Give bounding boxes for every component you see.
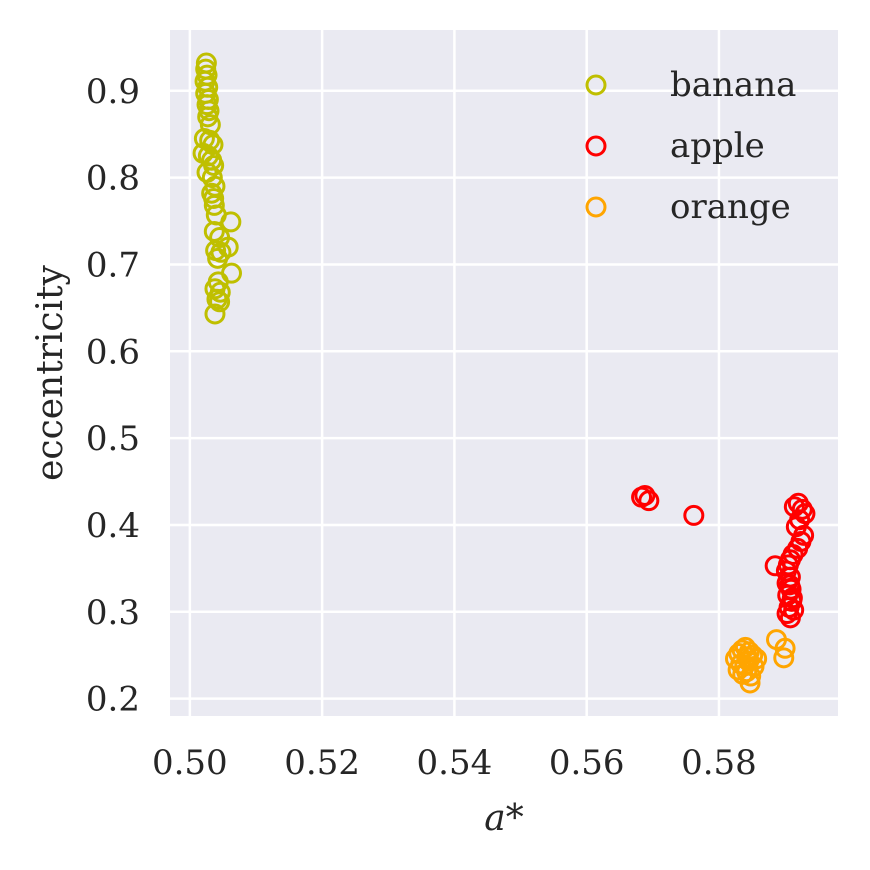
series-apple [631, 484, 816, 629]
data-points [192, 52, 816, 694]
y-tick-label: 0.8 [86, 159, 140, 199]
legend-label-orange: orange [670, 187, 791, 227]
banana-point [203, 194, 225, 216]
banana-point [204, 303, 226, 325]
y-tick-label: 0.6 [86, 332, 140, 372]
y-axis-ticks: 0.2 0.3 0.4 0.5 0.6 0.7 0.8 0.9 [86, 72, 140, 720]
x-tick-label: 0.54 [417, 743, 493, 783]
grid-lines [170, 30, 838, 716]
banana-point [201, 167, 223, 189]
series-banana [192, 52, 243, 325]
y-tick-label: 0.5 [86, 419, 140, 459]
y-tick-label: 0.7 [86, 245, 140, 285]
plot-area [170, 30, 838, 716]
apple-point [783, 599, 805, 621]
orange-point [773, 647, 795, 669]
banana-point [203, 154, 225, 176]
legend-label-banana: banana [670, 65, 796, 105]
y-axis-label: eccentricity [30, 264, 71, 480]
y-tick-label: 0.3 [86, 593, 140, 633]
orange-point [774, 637, 796, 659]
y-tick-label: 0.2 [86, 680, 140, 720]
x-tick-label: 0.52 [284, 743, 360, 783]
apple-point [781, 587, 803, 609]
banana-point [206, 288, 228, 310]
orange-point [736, 646, 758, 668]
x-axis-ticks: 0.50 0.52 0.54 0.56 0.58 [152, 743, 757, 783]
legend-marker-orange [585, 196, 607, 218]
x-tick-label: 0.50 [152, 743, 228, 783]
banana-point [220, 211, 242, 233]
apple-point [638, 490, 660, 512]
banana-point [209, 291, 231, 313]
x-tick-label: 0.56 [549, 743, 625, 783]
apple-point [634, 484, 656, 506]
legend-marker-banana [585, 74, 607, 96]
series-orange [724, 629, 796, 694]
legend-label-apple: apple [670, 126, 765, 166]
orange-point [740, 665, 762, 687]
x-tick-label: 0.58 [681, 743, 757, 783]
apple-point [683, 504, 705, 526]
y-tick-label: 0.9 [86, 72, 140, 112]
legend-marker-apple [585, 135, 607, 157]
apple-point [779, 574, 801, 596]
x-axis-label: a* [484, 798, 523, 839]
y-tick-label: 0.4 [86, 506, 140, 546]
banana-point [207, 247, 229, 269]
legend: banana apple orange [585, 65, 796, 227]
